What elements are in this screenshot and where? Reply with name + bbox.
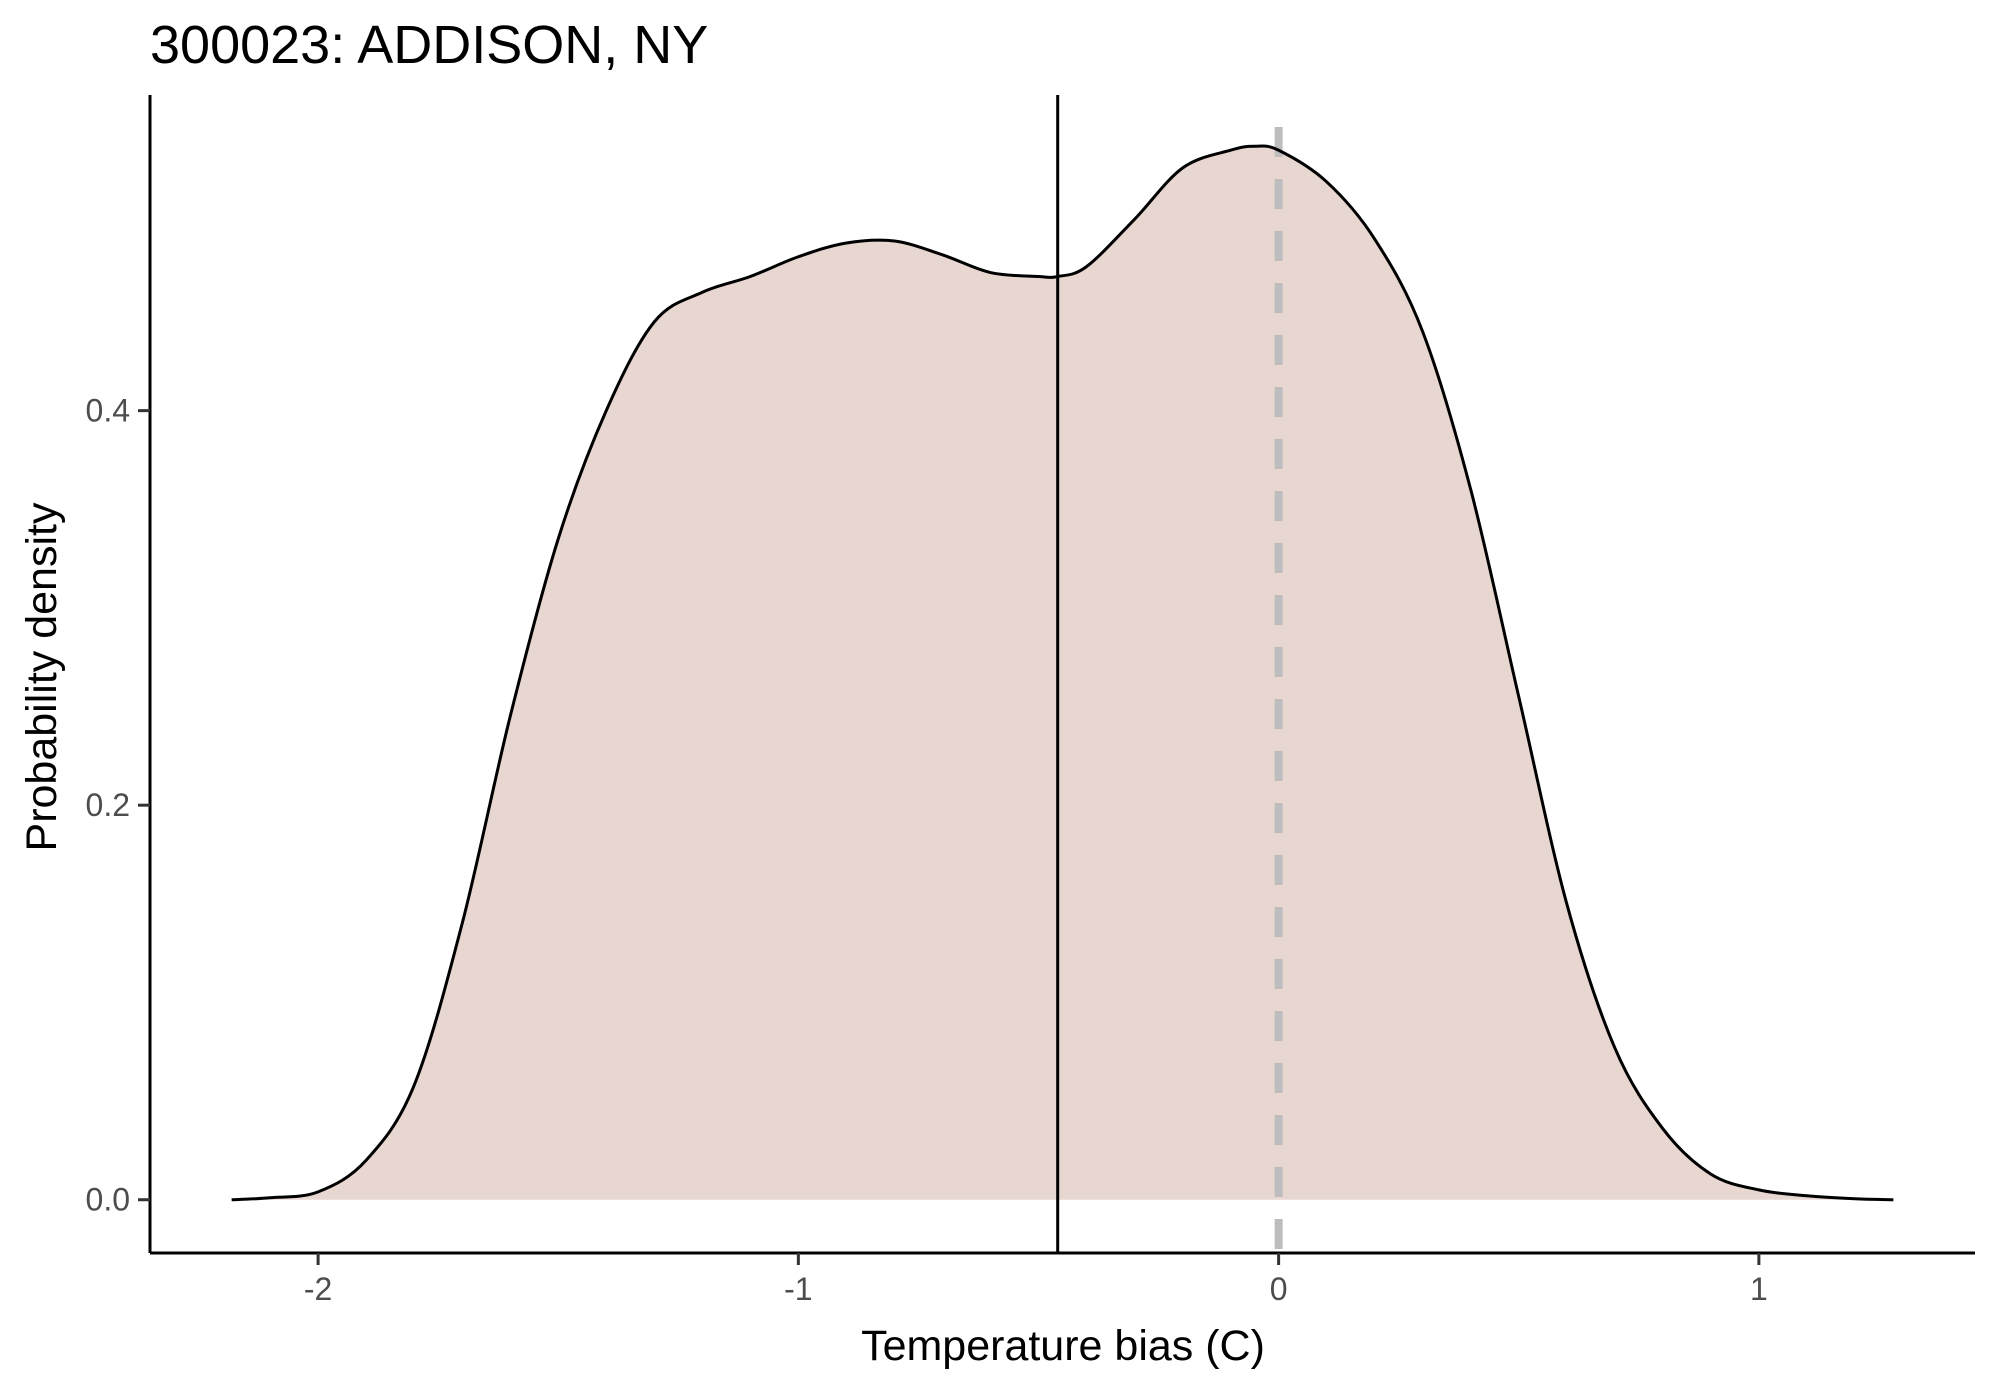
y-axis-title: Probability density [18, 502, 66, 851]
y-tick-label: 0.0 [86, 1182, 130, 1218]
x-tick-label: -2 [304, 1271, 332, 1307]
axes: -2 -1 0 1 0.0 0.2 0.4 [86, 95, 1975, 1307]
density-curve [231, 144, 1894, 1202]
plot-area [231, 95, 1894, 1253]
chart-title: 300023: ADDISON, NY [150, 15, 708, 75]
y-tick-label: 0.2 [86, 787, 130, 823]
density-fill-area [231, 145, 1894, 1200]
x-tick-label: -1 [784, 1271, 812, 1307]
y-axis-ticks: 0.0 0.2 0.4 [86, 393, 150, 1218]
y-tick-label: 0.4 [86, 393, 130, 429]
x-axis-ticks: -2 -1 0 1 [304, 1253, 1768, 1307]
x-axis-title: Temperature bias (C) [861, 1322, 1265, 1370]
x-tick-label: 1 [1750, 1271, 1768, 1307]
x-tick-label: 0 [1270, 1271, 1288, 1307]
